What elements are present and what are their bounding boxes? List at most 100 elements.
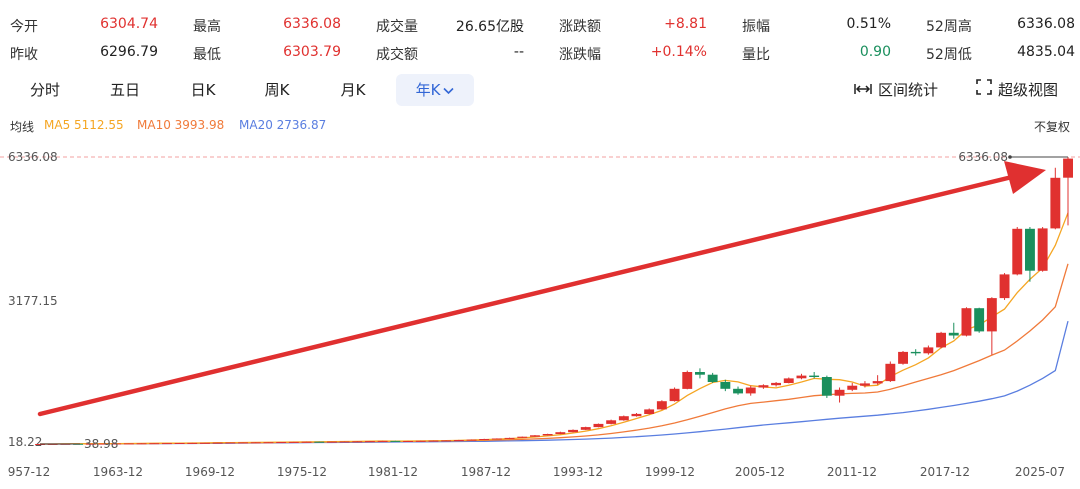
candle-body	[961, 308, 972, 336]
candle-body	[365, 441, 375, 443]
tab-weekly-k[interactable]: 周K	[264, 81, 290, 99]
ma10-legend: MA10 3993.98	[137, 118, 225, 132]
chevron-down-icon	[443, 74, 454, 106]
candle-body	[225, 442, 236, 444]
stat-value: 6304.74	[100, 16, 158, 32]
candle-body	[479, 439, 490, 440]
candle-body	[999, 274, 1010, 299]
candle-body	[403, 441, 413, 442]
candle-body	[986, 298, 997, 332]
candle-body	[631, 413, 642, 417]
expand-corners-icon	[976, 75, 992, 107]
stat-label: 52周高	[926, 19, 972, 35]
candle-body	[200, 442, 210, 444]
candle-body	[491, 438, 502, 440]
candle-body	[796, 375, 807, 379]
candle-body	[530, 435, 540, 437]
period-tabs: 分时 五日 日K 周K 月K 年K 区间统计 超级视图	[0, 72, 1080, 108]
tab-five-day[interactable]: 五日	[109, 81, 140, 99]
candle-body	[733, 388, 743, 394]
tab-intraday[interactable]: 分时	[29, 81, 60, 99]
x-tick-label: 1999-12	[645, 465, 695, 479]
candle-body	[758, 385, 769, 388]
candle-body	[174, 443, 185, 444]
max-value-label: 6336.08	[958, 150, 1008, 164]
trend-arrow-head	[1004, 161, 1046, 194]
candle-body	[936, 332, 946, 348]
candle-body	[923, 347, 934, 354]
candle-body	[885, 363, 896, 382]
candle-body	[593, 423, 604, 428]
range-stats-label: 区间统计	[878, 81, 939, 99]
stat-value: 4835.04	[1017, 44, 1075, 60]
adjust-mode-toggle[interactable]: 不复权	[1034, 120, 1071, 134]
candle-body	[695, 372, 705, 375]
candle-body	[847, 385, 858, 390]
x-tick-label: 1987-12	[461, 465, 511, 479]
candle-body	[377, 440, 388, 442]
candle-body	[250, 442, 261, 444]
candle-body	[656, 401, 667, 410]
candle-body	[682, 372, 693, 389]
candle-body	[542, 434, 553, 436]
candle-body	[263, 442, 274, 444]
candle-body	[149, 443, 160, 445]
candle-body	[136, 443, 147, 445]
stat-label: 量比	[742, 47, 770, 63]
min-value-label: 38.98	[84, 437, 118, 451]
candle-body	[1025, 228, 1035, 271]
candle-body	[415, 440, 426, 442]
stat-value: 6336.08	[1017, 16, 1075, 32]
candle-body	[898, 351, 908, 364]
candle-body	[1050, 177, 1061, 229]
candle-body	[123, 443, 134, 445]
stat-label: 昨收	[10, 47, 38, 63]
stat-label: 成交量	[376, 19, 418, 35]
candle-body	[276, 442, 287, 443]
ma5-line	[40, 212, 1069, 445]
y-tick-label: 6336.08	[8, 150, 58, 164]
candle-body	[98, 443, 109, 445]
candle-body	[809, 375, 820, 377]
stat-label: 52周低	[926, 47, 972, 63]
y-tick-label: 18.22	[8, 435, 42, 449]
tab-daily-k[interactable]: 日K	[190, 81, 216, 99]
ma-label: 均线	[10, 120, 35, 134]
max-label-dot	[1008, 155, 1012, 159]
yearly-candlestick-chart[interactable]: 6336.08 3177.15 18.22 957-12 1963-12 1969-12 1…	[0, 138, 1080, 489]
candle-body	[644, 409, 655, 414]
candle-body	[466, 439, 477, 441]
candle-body	[580, 427, 591, 430]
x-tick-label: 1981-12	[368, 465, 418, 479]
x-tick-label: 2005-12	[735, 465, 785, 479]
tab-monthly-k[interactable]: 月K	[340, 81, 366, 99]
x-tick-label: 957-12	[8, 465, 51, 479]
candle-body	[745, 387, 756, 394]
range-stats-button[interactable]: 区间统计	[854, 74, 938, 106]
stat-value: +8.81	[664, 16, 707, 32]
ma5-legend: MA5 5112.55	[44, 118, 124, 132]
candle-body	[441, 440, 452, 442]
candle-body	[834, 389, 845, 396]
tab-yearly-k[interactable]: 年K	[396, 74, 474, 106]
candle-body	[517, 436, 528, 438]
candle-body	[212, 442, 223, 444]
stat-label: 振幅	[742, 19, 770, 35]
x-tick-label: 1963-12	[93, 465, 143, 479]
candle-body	[974, 308, 985, 332]
x-tick-label: 2025-07	[1015, 465, 1065, 479]
candle-body	[618, 416, 629, 421]
stat-label: 最低	[193, 47, 221, 63]
stat-value: 26.65亿股	[455, 19, 524, 35]
stat-value: 6303.79	[283, 44, 341, 60]
candle-body	[860, 383, 870, 386]
super-view-button[interactable]: 超级视图	[976, 74, 1058, 106]
stat-value: 0.90	[859, 44, 891, 60]
candle-body	[187, 442, 198, 444]
x-tick-label: 2017-12	[920, 465, 970, 479]
candle-body	[669, 388, 680, 402]
candle-body	[606, 420, 617, 424]
candle-body	[783, 378, 794, 383]
candle-body	[504, 437, 515, 439]
candle-body	[162, 443, 172, 445]
